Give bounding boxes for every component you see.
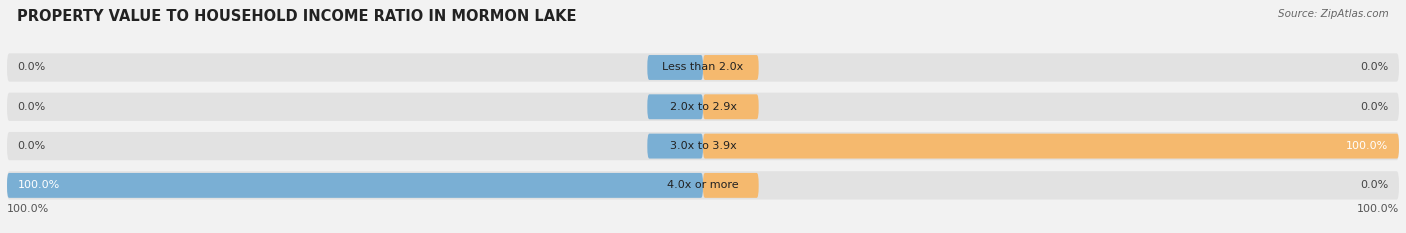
Text: 0.0%: 0.0% [17, 141, 46, 151]
Text: PROPERTY VALUE TO HOUSEHOLD INCOME RATIO IN MORMON LAKE: PROPERTY VALUE TO HOUSEHOLD INCOME RATIO… [17, 9, 576, 24]
Text: 0.0%: 0.0% [1360, 62, 1389, 72]
Text: Less than 2.0x: Less than 2.0x [662, 62, 744, 72]
Text: 2.0x to 2.9x: 2.0x to 2.9x [669, 102, 737, 112]
FancyBboxPatch shape [703, 55, 759, 80]
Legend: Without Mortgage, With Mortgage: Without Mortgage, With Mortgage [572, 229, 834, 233]
Text: 0.0%: 0.0% [17, 102, 46, 112]
FancyBboxPatch shape [7, 173, 703, 198]
Text: 100.0%: 100.0% [1347, 141, 1389, 151]
FancyBboxPatch shape [7, 171, 1399, 199]
FancyBboxPatch shape [703, 173, 759, 198]
FancyBboxPatch shape [647, 134, 703, 158]
FancyBboxPatch shape [703, 134, 1399, 158]
Text: 100.0%: 100.0% [17, 180, 59, 190]
Text: 0.0%: 0.0% [17, 62, 46, 72]
Text: 0.0%: 0.0% [1360, 180, 1389, 190]
FancyBboxPatch shape [703, 94, 759, 119]
Text: 3.0x to 3.9x: 3.0x to 3.9x [669, 141, 737, 151]
FancyBboxPatch shape [647, 55, 703, 80]
Text: 0.0%: 0.0% [1360, 102, 1389, 112]
Text: 100.0%: 100.0% [7, 204, 49, 214]
Text: 4.0x or more: 4.0x or more [668, 180, 738, 190]
Text: Source: ZipAtlas.com: Source: ZipAtlas.com [1278, 9, 1389, 19]
FancyBboxPatch shape [7, 93, 1399, 121]
FancyBboxPatch shape [7, 132, 1399, 160]
FancyBboxPatch shape [7, 53, 1399, 82]
Text: 100.0%: 100.0% [1357, 204, 1399, 214]
FancyBboxPatch shape [647, 94, 703, 119]
